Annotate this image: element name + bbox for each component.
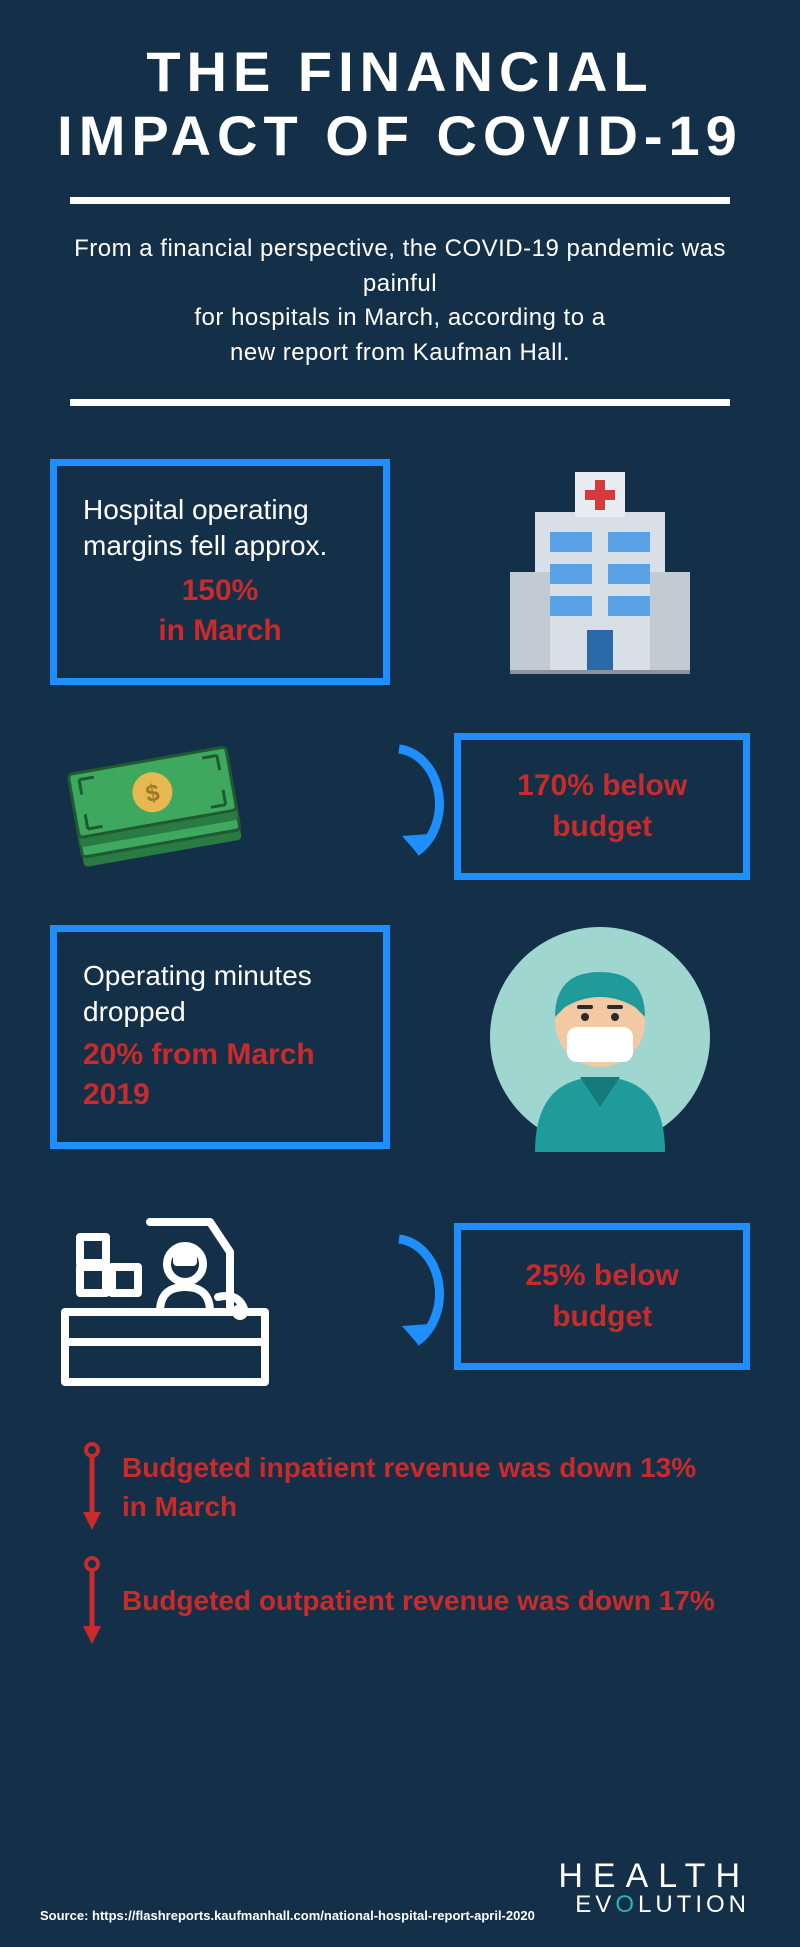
card4-value: 25% below budget	[487, 1256, 717, 1337]
card2-value: 170% below budget	[487, 766, 717, 847]
subtitle: From a financial perspective, the COVID-…	[70, 232, 730, 371]
bullet1-text: Budgeted inpatient revenue was down 13% …	[122, 1448, 720, 1526]
stat-row-1: Hospital operating margins fell approx. …	[50, 452, 750, 692]
source-text: Source: https://flashreports.kaufmanhall…	[40, 1908, 535, 1923]
card1-value: 150%	[182, 574, 259, 607]
divider-bottom	[70, 399, 730, 406]
hospital-icon	[450, 452, 750, 692]
card3-lead: Operating minutes dropped	[83, 958, 357, 1031]
stat-card-budget2: 25% below budget	[454, 1223, 750, 1370]
stat-row-3: Operating minutes dropped 20% from March…	[50, 922, 750, 1152]
card1-suffix: in March	[158, 614, 281, 647]
money-stack-icon: $	[50, 732, 344, 882]
bullet2-text: Budgeted outpatient revenue was down 17%	[122, 1581, 715, 1620]
page-title: THE FINANCIAL IMPACT OF COVID-19	[50, 40, 750, 169]
divider-top	[70, 197, 730, 204]
brand-logo: HEALTH EVOLUTION	[558, 1859, 750, 1917]
stat-card-margins: Hospital operating margins fell approx. …	[50, 459, 390, 685]
logo-line2: EVOLUTION	[558, 1893, 750, 1917]
surgeon-icon	[450, 922, 750, 1152]
logo-line1: HEALTH	[558, 1859, 750, 1893]
down-arrow-icon	[80, 1556, 104, 1646]
curve-arrow-icon	[344, 734, 454, 879]
stat-card-budget1: 170% below budget	[454, 733, 750, 880]
bullet-2: Budgeted outpatient revenue was down 17%	[80, 1556, 720, 1646]
card1-lead: Hospital operating margins fell approx.	[83, 492, 357, 565]
bullet-1: Budgeted inpatient revenue was down 13% …	[80, 1442, 720, 1532]
down-arrow-icon	[80, 1442, 104, 1532]
reception-desk-icon	[50, 1192, 344, 1402]
curve-arrow-icon	[344, 1224, 454, 1369]
stat-row-2: $ 170% below budget	[50, 732, 750, 882]
stat-card-minutes: Operating minutes dropped 20% from March…	[50, 925, 390, 1149]
card3-value: 20% from March 2019	[83, 1035, 357, 1116]
stat-row-4: 25% below budget	[50, 1192, 750, 1402]
